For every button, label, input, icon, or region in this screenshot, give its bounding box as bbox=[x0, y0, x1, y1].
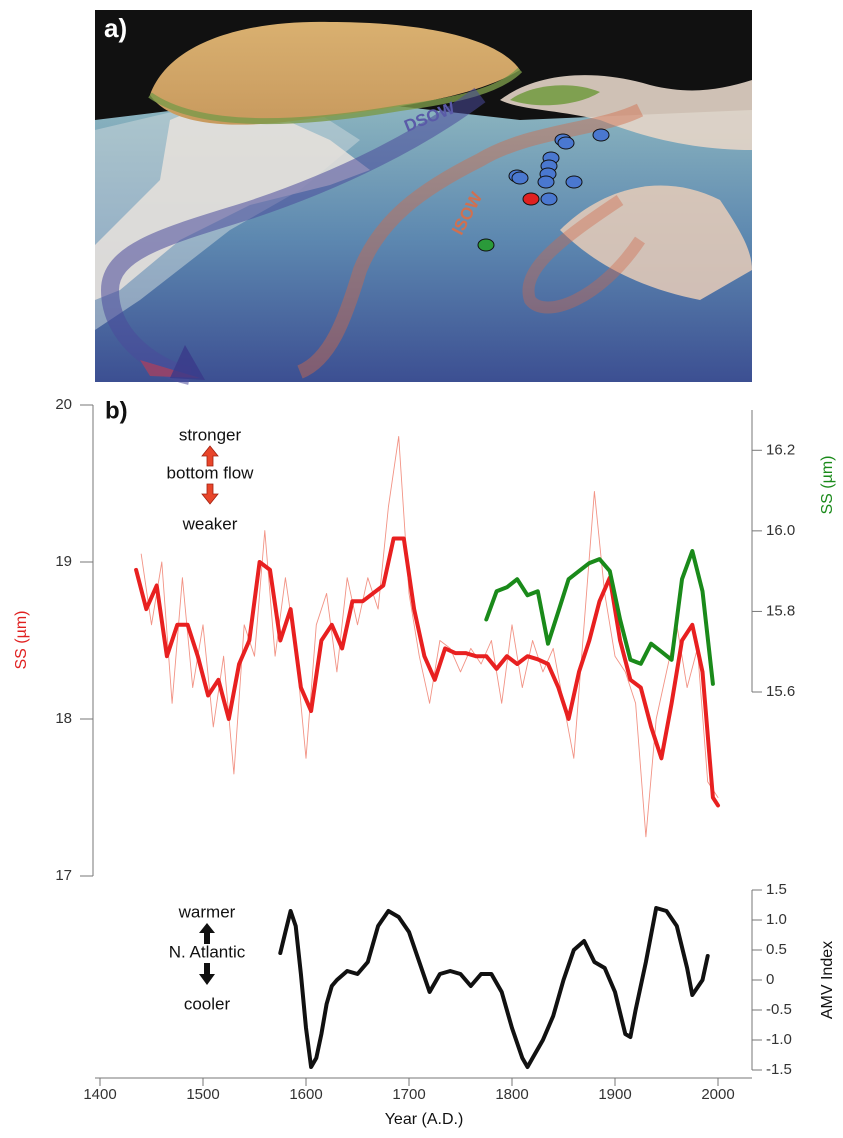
arrow-up bbox=[201, 445, 219, 467]
data-line bbox=[134, 536, 720, 808]
map-iceland bbox=[510, 85, 600, 106]
arrow-up bbox=[199, 923, 215, 944]
panel-label: b) bbox=[105, 397, 128, 424]
annotation: bottom flow bbox=[167, 463, 255, 482]
annotation: cooler bbox=[184, 994, 231, 1013]
site-marker bbox=[511, 171, 529, 185]
dsow-path bbox=[100, 87, 486, 385]
arrow-down bbox=[199, 963, 215, 985]
y2-tick-label: 15.8 bbox=[766, 602, 795, 619]
y3-tick-label: -0.5 bbox=[766, 1001, 792, 1018]
map-coast bbox=[148, 67, 523, 125]
chart: b) stronger bottom flow weaker warmer N.… bbox=[13, 396, 836, 1128]
core-sites bbox=[477, 128, 610, 252]
y3-tick-label: 0.5 bbox=[766, 941, 787, 958]
x-tick-label: 1700 bbox=[392, 1086, 425, 1103]
map-rockall bbox=[560, 185, 752, 300]
flow-arrow bbox=[170, 345, 205, 380]
y3-tick-label: 0 bbox=[766, 971, 774, 988]
site-marker bbox=[477, 238, 495, 252]
x-tick-label: 1500 bbox=[186, 1086, 219, 1103]
y2-tick-label: 16.2 bbox=[766, 441, 795, 458]
data-line bbox=[278, 906, 710, 1069]
y-tick-label: 20 bbox=[55, 396, 72, 413]
site-marker bbox=[522, 192, 540, 206]
y-tick-label: 17 bbox=[55, 867, 72, 884]
y-tick-label: 19 bbox=[55, 553, 72, 570]
x-tick-label: 2000 bbox=[701, 1086, 734, 1103]
data-line bbox=[484, 549, 715, 686]
x-tick-label: 1400 bbox=[83, 1086, 116, 1103]
map-panel: a) DSOW ISOW bbox=[95, 10, 752, 385]
y3-tick-label: -1.5 bbox=[766, 1061, 792, 1078]
annotation: weaker bbox=[182, 514, 238, 533]
x-tick-label: 1600 bbox=[289, 1086, 322, 1103]
y2-tick-label: 16.0 bbox=[766, 522, 795, 539]
x-tick-label: 1800 bbox=[495, 1086, 528, 1103]
map-greenland bbox=[150, 21, 520, 125]
isow-path bbox=[522, 195, 645, 314]
site-marker bbox=[592, 128, 610, 142]
data-line bbox=[140, 435, 719, 838]
isow-path bbox=[296, 103, 644, 379]
x-axis-title: Year (A.D.) bbox=[385, 1111, 464, 1128]
x-tick-label: 1900 bbox=[598, 1086, 631, 1103]
y-tick-label: 18 bbox=[55, 710, 72, 727]
y2-axis-title: SS (µm) bbox=[819, 456, 836, 515]
y2-tick-label: 15.6 bbox=[766, 683, 795, 700]
annotation: N. Atlantic bbox=[169, 942, 246, 961]
site-marker bbox=[537, 175, 555, 189]
site-marker bbox=[557, 136, 575, 150]
annotation: warmer bbox=[178, 902, 236, 921]
y3-tick-label: -1.0 bbox=[766, 1031, 792, 1048]
y3-axis-title: AMV Index bbox=[819, 941, 836, 1019]
site-marker bbox=[540, 192, 558, 206]
y3-tick-label: 1.5 bbox=[766, 881, 787, 898]
site-marker bbox=[565, 175, 583, 189]
panel-label: a) bbox=[104, 13, 127, 43]
map-slope bbox=[95, 95, 370, 300]
annotation: stronger bbox=[179, 425, 242, 444]
y-axis-title: SS (µm) bbox=[13, 611, 30, 670]
y3-tick-label: 1.0 bbox=[766, 911, 787, 928]
arrow-down bbox=[201, 483, 219, 505]
